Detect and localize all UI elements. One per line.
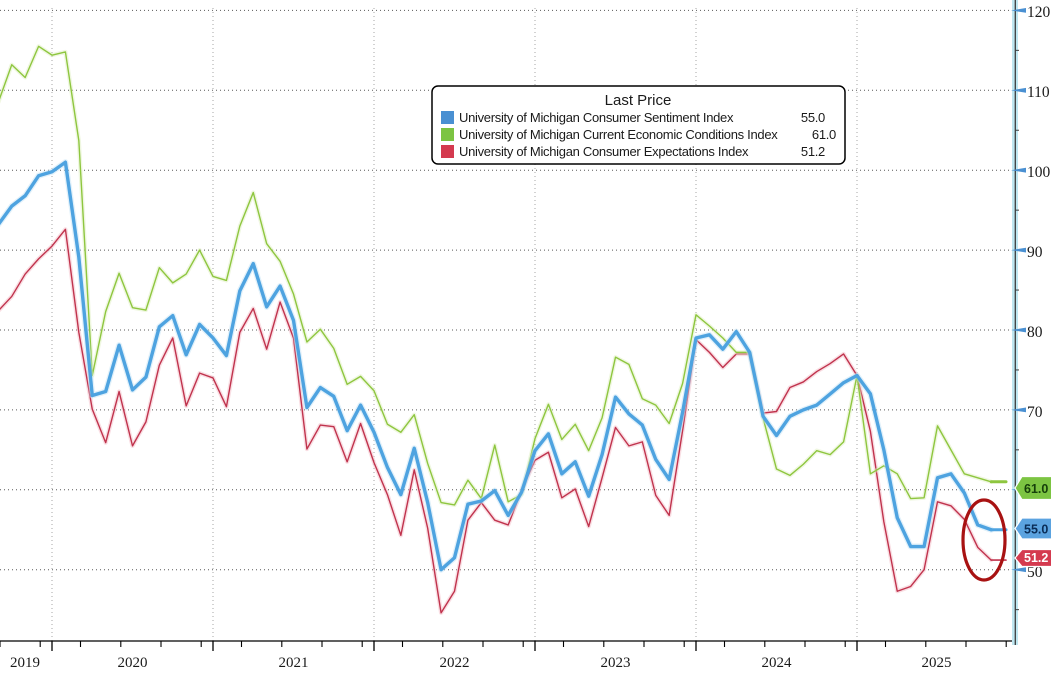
svg-text:80: 80: [1027, 324, 1043, 341]
svg-text:51.2: 51.2: [801, 144, 825, 159]
svg-text:2021: 2021: [279, 655, 309, 671]
svg-text:University of Michigan Current: University of Michigan Current Economic …: [459, 127, 778, 142]
svg-text:Last Price: Last Price: [605, 92, 672, 109]
svg-text:100: 100: [1027, 164, 1051, 181]
svg-text:90: 90: [1027, 244, 1043, 261]
svg-text:61.0: 61.0: [1024, 482, 1048, 496]
svg-text:51.2: 51.2: [1024, 551, 1048, 565]
svg-text:2019: 2019: [10, 655, 40, 671]
svg-text:2024: 2024: [762, 655, 793, 671]
svg-text:University of Michigan Consume: University of Michigan Consumer Expectat…: [459, 144, 749, 159]
svg-text:120: 120: [1027, 4, 1051, 21]
svg-text:2025: 2025: [922, 655, 952, 671]
svg-text:2020: 2020: [118, 655, 148, 671]
svg-text:110: 110: [1027, 84, 1050, 101]
svg-text:70: 70: [1027, 404, 1043, 421]
svg-text:2022: 2022: [440, 655, 470, 671]
svg-text:University of Michigan Consume: University of Michigan Consumer Sentimen…: [459, 110, 734, 125]
svg-text:55.0: 55.0: [1024, 523, 1048, 537]
svg-text:55.0: 55.0: [801, 110, 825, 125]
svg-text:2023: 2023: [601, 655, 631, 671]
svg-text:61.0: 61.0: [812, 127, 836, 142]
